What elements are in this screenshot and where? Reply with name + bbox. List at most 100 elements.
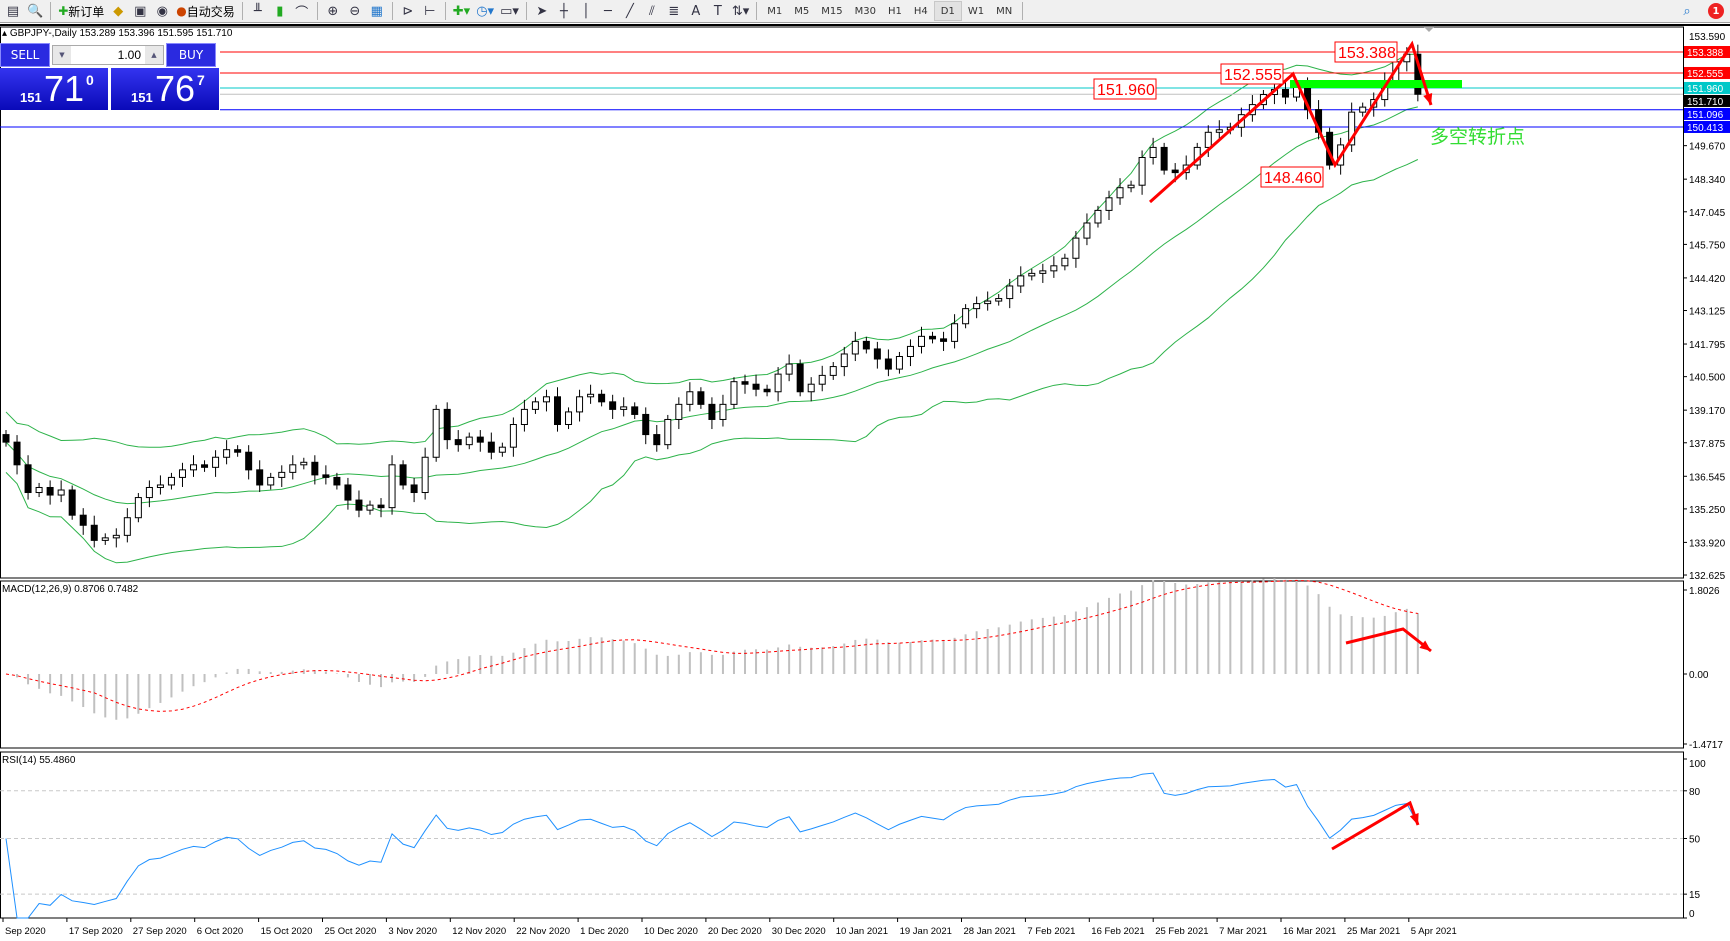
candle (1006, 278, 1014, 309)
periods-icon[interactable]: ◷▾ (476, 3, 495, 19)
sell-price-big-figure: 151 (20, 90, 42, 105)
candle (212, 450, 220, 477)
divider (525, 2, 527, 20)
crosshair-icon[interactable]: ┼ (559, 3, 568, 19)
buy-price[interactable]: 151 76 7 (111, 68, 219, 110)
candle (145, 480, 153, 508)
candle (531, 397, 539, 414)
candle-body (653, 434, 661, 446)
candlestick-icon[interactable]: ▮ (276, 3, 284, 19)
timeframe-m1[interactable]: M1 (767, 5, 783, 17)
sell-price-fraction: 0 (86, 72, 94, 88)
horizontal-line-icon[interactable]: ─ (603, 3, 612, 19)
candle (410, 477, 418, 503)
chart-shift-icon[interactable]: ⊢ (424, 3, 436, 19)
trendline-icon[interactable]: ╱ (625, 3, 634, 19)
candle-body (984, 300, 992, 305)
auto-trading-button[interactable]: ● 自动交易 (173, 1, 238, 21)
cursor-icon[interactable]: ➤ (536, 3, 548, 19)
price-tick-label: 145.750 (1689, 240, 1726, 251)
price-tick-label: 132.625 (1689, 571, 1726, 582)
timeframe-m30[interactable]: M30 (854, 5, 877, 17)
candle-body (829, 366, 837, 376)
new-chart-icon[interactable]: ▤ (6, 3, 20, 19)
volume-down-icon[interactable]: ▼ (53, 46, 71, 64)
autoscroll-icon[interactable]: ⊳ (402, 3, 414, 19)
candle-body (929, 335, 937, 340)
price-tick-label: 133.920 (1689, 538, 1726, 549)
candle-body (1171, 169, 1179, 174)
candle-body (1050, 265, 1058, 272)
text-label-icon[interactable]: T (713, 3, 722, 19)
divider (50, 2, 52, 20)
date-tick-label: 25 Feb 2021 (1155, 926, 1208, 937)
new-order-button[interactable]: ✚ 新订单 (55, 1, 107, 21)
equidistant-channel-icon[interactable]: ⫽ (648, 3, 655, 19)
buy-button[interactable]: BUY (166, 43, 216, 67)
candle (1039, 263, 1047, 283)
bollinger-lower (5, 159, 1419, 564)
volume-input[interactable]: 1.00 (117, 48, 141, 62)
vertical-line-icon[interactable]: │ (581, 3, 590, 19)
candle (917, 326, 925, 354)
candle (995, 294, 1003, 306)
level-tag-label: 151.960 (1687, 84, 1724, 95)
buy-price-fraction: 7 (197, 72, 205, 88)
profiles-icon[interactable]: 🔍 (27, 3, 44, 19)
timeframe-m15[interactable]: M15 (821, 5, 843, 17)
candle-body (1094, 209, 1102, 224)
bar-chart-icon[interactable]: ╨ (253, 3, 262, 19)
navigator-icon[interactable]: ▣ (134, 3, 147, 19)
search-icon[interactable]: ⌕ (1683, 3, 1691, 19)
candle-body (862, 340, 870, 350)
candle-body (542, 396, 550, 403)
rsi-line (5, 772, 1419, 919)
timeframe-mn[interactable]: MN (996, 5, 1013, 17)
tile-windows-icon[interactable]: ▦ (370, 3, 383, 19)
collapse-icon[interactable]: ▴ (2, 28, 10, 39)
timeframe-h4[interactable]: H4 (913, 5, 928, 17)
notification-badge[interactable]: 1 (1708, 3, 1724, 19)
candle-body (840, 353, 848, 368)
candle-body (873, 348, 881, 360)
candle (167, 472, 175, 490)
candle-body (884, 358, 892, 370)
timeframe-d1[interactable]: D1 (933, 1, 962, 21)
text-icon[interactable]: A (691, 3, 701, 19)
date-tick-label: 10 Dec 2020 (644, 926, 698, 937)
rsi-tick-label: 50 (1689, 835, 1701, 846)
candle-body (730, 381, 738, 405)
candle-body (46, 486, 54, 496)
candle (984, 291, 992, 311)
candle-body (995, 298, 1003, 302)
candle-body (587, 393, 595, 398)
candle (123, 508, 131, 543)
candle (620, 397, 628, 417)
sell-button[interactable]: SELL (0, 43, 50, 67)
candle-body (708, 403, 716, 420)
zoom-in-icon[interactable]: ⊕ (327, 3, 339, 19)
arrows-icon[interactable]: ⇅▾ (731, 3, 750, 19)
candle (609, 394, 617, 419)
date-tick-label: 10 Jan 2021 (836, 926, 888, 937)
signals-icon[interactable]: ◉ (156, 3, 168, 19)
volume-up-icon[interactable]: ▲ (145, 46, 163, 64)
timeframe-w1[interactable]: W1 (967, 5, 985, 17)
zoom-out-icon[interactable]: ⊖ (349, 3, 361, 19)
toolbar-right: ⌕ 1 (1676, 1, 1724, 21)
candle-body (300, 461, 308, 466)
metaeditor-icon[interactable]: ◆ (113, 3, 124, 19)
date-tick-label: 27 Sep 2020 (133, 926, 187, 937)
indicators-icon[interactable]: ✚▾ (452, 3, 471, 19)
level-tag (1684, 81, 1730, 94)
templates-icon[interactable]: ▭▾ (500, 3, 519, 19)
volume-stepper[interactable]: ▼ 1.00 ▲ (52, 45, 164, 65)
timeframe-h1[interactable]: H1 (888, 5, 902, 17)
fibonacci-icon[interactable]: ≣ (668, 3, 680, 19)
candle-body (1083, 222, 1091, 239)
support-zone (1290, 80, 1462, 88)
line-chart-icon[interactable]: ⌒ (295, 5, 309, 21)
timeframe-m5[interactable]: M5 (794, 5, 810, 17)
sell-price[interactable]: 151 71 0 (0, 68, 108, 110)
